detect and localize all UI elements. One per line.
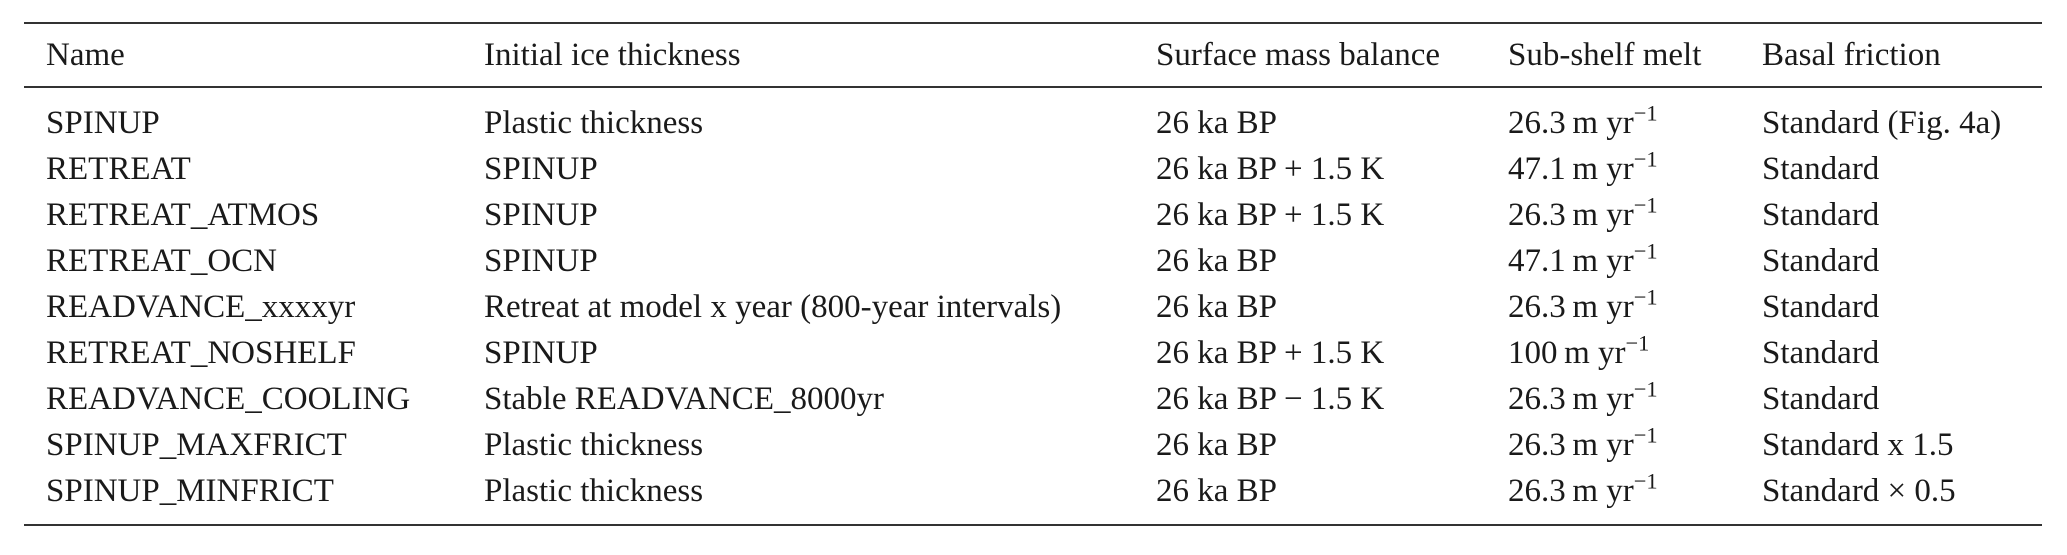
header-rule xyxy=(24,86,2042,88)
cell-initial-ice-thickness: Plastic thickness xyxy=(484,427,704,463)
table-row: READVANCE_COOLING Stable READVANCE_8000yr… xyxy=(24,376,2042,422)
table-row: SPINUP_MINFRICT Plastic thickness 26 ka BP… xyxy=(24,468,2042,514)
melt-unit: m yr xyxy=(1572,381,1634,417)
cell-sub-shelf-melt: 47.1 m yr−1 xyxy=(1508,146,1658,192)
cell-surface-mass-balance: 26 ka BP xyxy=(1156,473,1278,509)
cell-initial-ice-thickness: SPINUP xyxy=(484,151,598,187)
cell-basal-friction: Standard xyxy=(1762,151,1880,187)
cell-surface-mass-balance: 26 ka BP xyxy=(1156,427,1278,463)
cell-surface-mass-balance: 26 ka BP + 1.5 K xyxy=(1156,151,1385,187)
cell-basal-friction: Standard xyxy=(1762,335,1880,371)
header-row: Name Initial ice thickness Surface mass … xyxy=(24,24,2042,86)
cell-basal-friction: Standard xyxy=(1762,289,1880,325)
melt-unit-exponent: −1 xyxy=(1633,468,1658,494)
melt-value: 26.3 xyxy=(1508,105,1566,141)
bottom-rule xyxy=(24,524,2042,526)
cell-name: SPINUP_MINFRICT xyxy=(46,473,334,509)
melt-unit-exponent: −1 xyxy=(1633,146,1658,172)
melt-value: 26.3 xyxy=(1508,473,1566,509)
melt-unit-exponent: −1 xyxy=(1625,330,1650,356)
cell-initial-ice-thickness: SPINUP xyxy=(484,243,598,279)
cell-surface-mass-balance: 26 ka BP + 1.5 K xyxy=(1156,335,1385,371)
melt-unit: m yr xyxy=(1564,335,1626,371)
cell-basal-friction: Standard xyxy=(1762,243,1880,279)
melt-unit-exponent: −1 xyxy=(1633,192,1658,218)
melt-unit-exponent: −1 xyxy=(1633,376,1658,402)
cell-sub-shelf-melt: 26.3 m yr−1 xyxy=(1508,284,1658,330)
cell-basal-friction: Standard × 0.5 xyxy=(1762,473,1956,509)
cell-surface-mass-balance: 26 ka BP xyxy=(1156,289,1278,325)
melt-unit: m yr xyxy=(1572,151,1634,187)
cell-sub-shelf-melt: 26.3 m yr−1 xyxy=(1508,376,1658,422)
cell-initial-ice-thickness: Stable READVANCE_8000yr xyxy=(484,381,884,417)
table-row: RETREAT_OCN SPINUP 26 ka BP 47.1 m yr−1 Stan… xyxy=(24,238,2042,284)
table-row: RETREAT_NOSHELF SPINUP 26 ka BP + 1.5 K 100… xyxy=(24,330,2042,376)
table-row: SPINUP_MAXFRICT Plastic thickness 26 ka BP… xyxy=(24,422,2042,468)
cell-name: RETREAT_OCN xyxy=(46,243,277,279)
cell-name: RETREAT_NOSHELF xyxy=(46,335,356,371)
melt-value: 100 xyxy=(1508,335,1558,371)
cell-name: READVANCE_xxxxyr xyxy=(46,289,356,325)
cell-surface-mass-balance: 26 ka BP xyxy=(1156,105,1278,141)
header-basal-friction: Basal friction xyxy=(1762,37,1941,73)
cell-name: RETREAT xyxy=(46,151,191,187)
cell-basal-friction: Standard x 1.5 xyxy=(1762,427,1954,463)
melt-value: 47.1 xyxy=(1508,243,1566,279)
cell-sub-shelf-melt: 100 m yr−1 xyxy=(1508,330,1649,376)
melt-value: 26.3 xyxy=(1508,197,1566,233)
table-row: READVANCE_xxxxyr Retreat at model x year … xyxy=(24,284,2042,330)
header-name: Name xyxy=(46,37,125,73)
melt-unit: m yr xyxy=(1572,473,1634,509)
cell-initial-ice-thickness: SPINUP xyxy=(484,197,598,233)
header-surface-mass-balance: Surface mass balance xyxy=(1156,37,1441,73)
melt-value: 26.3 xyxy=(1508,381,1566,417)
melt-unit: m yr xyxy=(1572,427,1634,463)
cell-sub-shelf-melt: 47.1 m yr−1 xyxy=(1508,238,1658,284)
table-row: RETREAT_ATMOS SPINUP 26 ka BP + 1.5 K 26.3 … xyxy=(24,192,2042,238)
cell-sub-shelf-melt: 26.3 m yr−1 xyxy=(1508,468,1658,514)
melt-unit-exponent: −1 xyxy=(1633,284,1658,310)
cell-name: RETREAT_ATMOS xyxy=(46,197,320,233)
experiments-table: Name Initial ice thickness Surface mass … xyxy=(24,22,2042,526)
header-sub-shelf-melt: Sub-shelf melt xyxy=(1508,37,1702,73)
cell-sub-shelf-melt: 26.3 m yr−1 xyxy=(1508,192,1658,238)
top-rule xyxy=(24,22,2042,24)
melt-unit: m yr xyxy=(1572,197,1634,233)
cell-sub-shelf-melt: 26.3 m yr−1 xyxy=(1508,100,1658,146)
melt-value: 26.3 xyxy=(1508,289,1566,325)
melt-unit: m yr xyxy=(1572,243,1634,279)
cell-name: SPINUP xyxy=(46,105,160,141)
melt-unit-exponent: −1 xyxy=(1633,422,1658,448)
melt-unit: m yr xyxy=(1572,105,1634,141)
cell-basal-friction: Standard (Fig. 4a) xyxy=(1762,105,2002,141)
cell-sub-shelf-melt: 26.3 m yr−1 xyxy=(1508,422,1658,468)
cell-name: SPINUP_MAXFRICT xyxy=(46,427,347,463)
melt-unit-exponent: −1 xyxy=(1633,238,1658,264)
cell-basal-friction: Standard xyxy=(1762,381,1880,417)
table-row: RETREAT SPINUP 26 ka BP + 1.5 K 47.1 m yr−1… xyxy=(24,146,2042,192)
table-body: SPINUP Plastic thickness 26 ka BP 26.3 m yr… xyxy=(24,88,2042,524)
cell-initial-ice-thickness: Plastic thickness xyxy=(484,105,704,141)
cell-surface-mass-balance: 26 ka BP − 1.5 K xyxy=(1156,381,1385,417)
cell-name: READVANCE_COOLING xyxy=(46,381,411,417)
melt-value: 26.3 xyxy=(1508,427,1566,463)
cell-initial-ice-thickness: SPINUP xyxy=(484,335,598,371)
melt-unit: m yr xyxy=(1572,289,1634,325)
melt-unit-exponent: −1 xyxy=(1633,100,1658,126)
cell-initial-ice-thickness: Retreat at model x year (800-year interv… xyxy=(484,289,1062,325)
cell-initial-ice-thickness: Plastic thickness xyxy=(484,473,704,509)
cell-surface-mass-balance: 26 ka BP + 1.5 K xyxy=(1156,197,1385,233)
cell-basal-friction: Standard xyxy=(1762,197,1880,233)
melt-value: 47.1 xyxy=(1508,151,1566,187)
header-initial-ice-thickness: Initial ice thickness xyxy=(484,37,741,73)
table-row: SPINUP Plastic thickness 26 ka BP 26.3 m yr… xyxy=(24,100,2042,146)
cell-surface-mass-balance: 26 ka BP xyxy=(1156,243,1278,279)
